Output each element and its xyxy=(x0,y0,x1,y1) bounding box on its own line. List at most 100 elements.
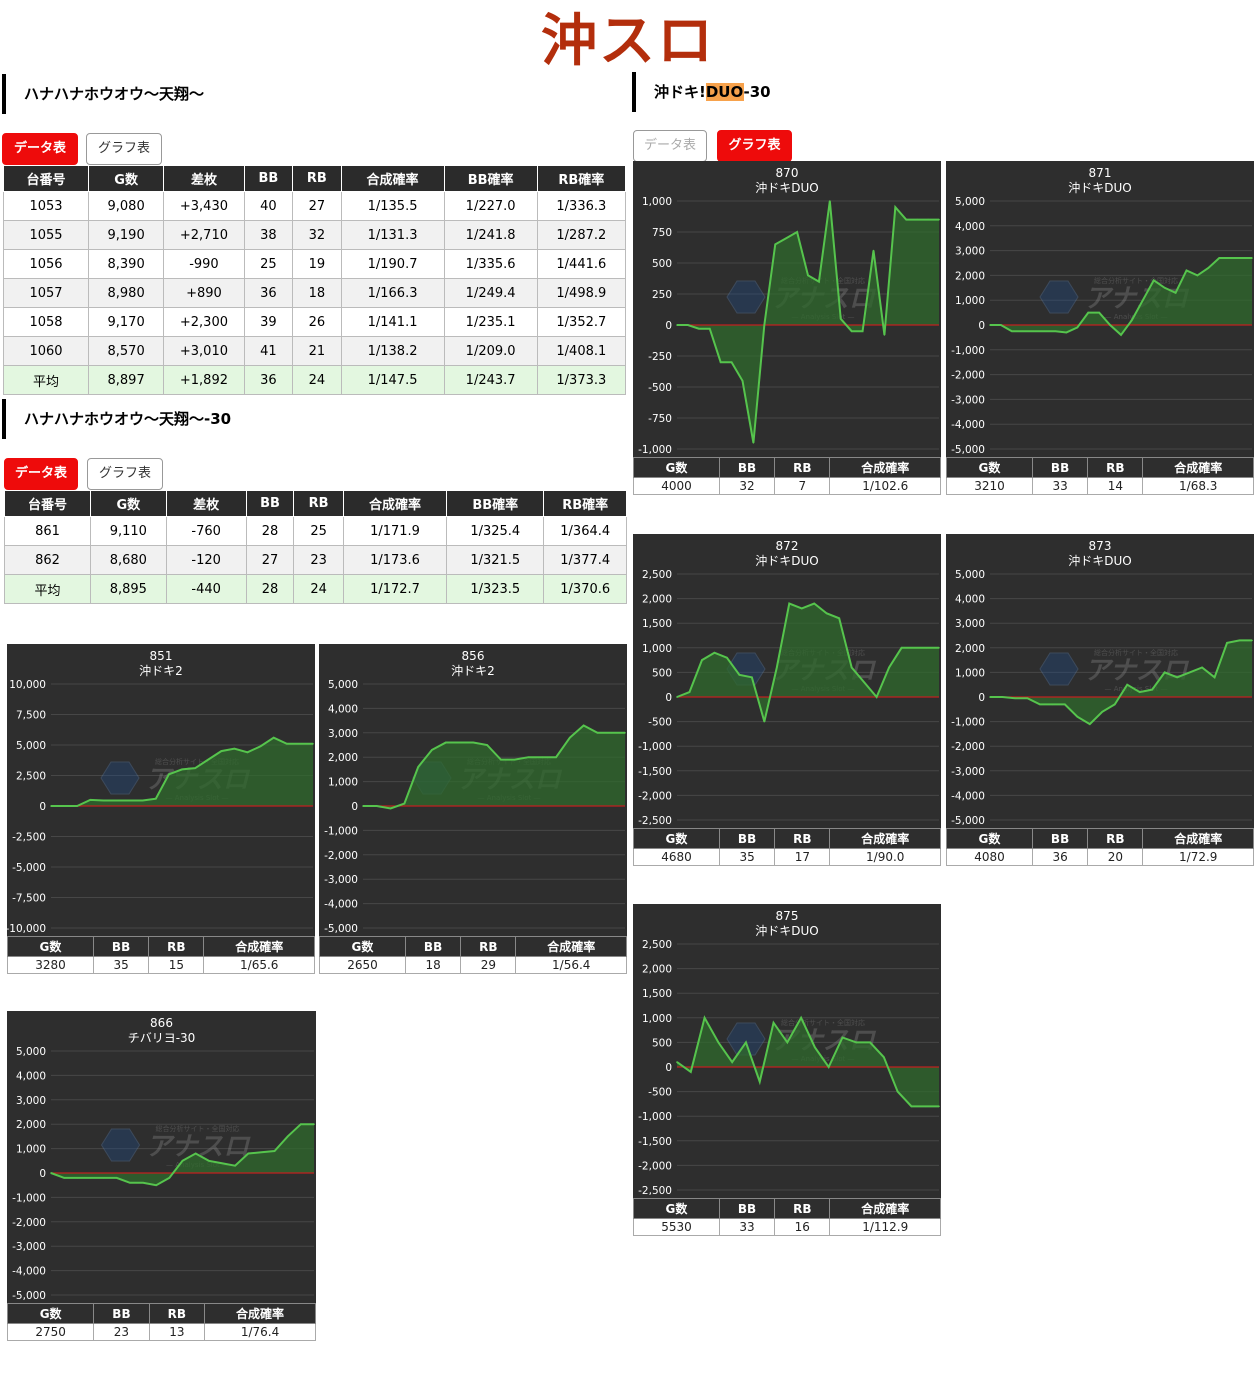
data-point xyxy=(676,324,678,326)
data-point xyxy=(827,1066,830,1068)
stats-value: 13 xyxy=(148,1323,206,1341)
data-point xyxy=(1226,642,1228,644)
chart-card-871: 871 沖ドキDUO 5,000 4,000 3,000 2,000 1,000 0 -1,00… xyxy=(946,161,1254,495)
stats-value: 7 xyxy=(774,477,831,495)
y-tick-label: 4,000 xyxy=(955,221,985,233)
data-point xyxy=(1201,666,1203,669)
chart-title-machine: 沖ドキDUO xyxy=(1068,181,1131,195)
data-point xyxy=(260,1151,263,1154)
y-tick-label: 3,000 xyxy=(955,246,985,258)
data-table-hanahana: 台番号 G数 差枚 BB RB 合成確率 BB確率 RB確率 1053 9,080 +3,430 40… xyxy=(3,165,627,395)
data-point xyxy=(989,696,991,698)
data-view-button[interactable]: データ表示 xyxy=(2,133,78,186)
data-point xyxy=(1174,291,1177,294)
data-point xyxy=(807,274,809,277)
data-point xyxy=(403,802,406,805)
table-cell: 32 xyxy=(292,220,342,250)
graph-view-button[interactable]: グラフ表示 xyxy=(87,458,163,511)
data-point xyxy=(300,1123,302,1125)
y-tick-label: -1,000 xyxy=(12,1192,46,1204)
table-row: 862 8,680 -120 27 23 1/173.6 1/321.5 1/377.4 xyxy=(3,545,627,575)
chart-stats-table: G数 BB RB 合成確率 5530 33 16 1/112.9 xyxy=(633,1198,941,1236)
data-point xyxy=(896,1090,899,1093)
stats-header: RB xyxy=(774,457,831,478)
table-cell: 1/352.7 xyxy=(536,307,627,337)
column-header: 台番号 xyxy=(3,490,92,517)
data-point xyxy=(1076,715,1079,718)
data-point xyxy=(458,741,461,744)
table-cell: 36 xyxy=(243,365,294,395)
data-point xyxy=(233,747,236,750)
y-tick-label: 5,000 xyxy=(955,569,985,581)
column-header: 合成確率 xyxy=(340,165,445,192)
data-point xyxy=(861,330,864,332)
data-point xyxy=(1064,703,1066,706)
y-tick-label: 0 xyxy=(665,320,672,332)
data-view-button[interactable]: データ表示 xyxy=(633,130,707,183)
stats-header: G数 xyxy=(946,828,1033,849)
data-point xyxy=(50,1172,52,1174)
y-tick-label: 2,500 xyxy=(642,569,672,581)
chart-stats-table: G数 BB RB 合成確率 2650 18 29 1/56.4 xyxy=(319,936,627,974)
chart-title-id: 856 xyxy=(462,649,485,663)
table-cell: 8,390 xyxy=(87,249,165,279)
data-point xyxy=(785,237,787,239)
section-title-hanahana-30: ハナハナホウオウ〜天翔〜-30 xyxy=(2,399,231,439)
series-area xyxy=(363,725,625,809)
series-line xyxy=(363,724,625,810)
data-point xyxy=(1021,330,1024,332)
table-cell: 19 xyxy=(292,249,342,279)
data-point xyxy=(938,1105,940,1108)
y-tick-label: -4,000 xyxy=(951,790,985,802)
y-tick-label: -2,500 xyxy=(638,815,672,827)
table-cell: 27 xyxy=(245,545,295,575)
y-tick-label: 750 xyxy=(652,227,672,239)
stats-value: 35 xyxy=(718,848,776,866)
data-point xyxy=(273,1150,276,1152)
data-point xyxy=(208,1160,210,1162)
table-cell: +890 xyxy=(163,278,245,308)
data-point xyxy=(1126,683,1129,686)
data-point xyxy=(168,773,170,776)
y-tick-label: -2,000 xyxy=(638,1160,672,1172)
stats-value: 32 xyxy=(718,477,776,495)
stats-value: 1/76.4 xyxy=(204,1323,316,1341)
stats-header: RB xyxy=(460,936,517,957)
data-view-button[interactable]: データ表示 xyxy=(4,458,78,511)
y-tick-label: 1,000 xyxy=(328,777,358,789)
table-cell: 8,897 xyxy=(87,365,165,395)
series-area xyxy=(51,1124,314,1186)
data-point xyxy=(129,1181,131,1184)
data-point xyxy=(1032,330,1035,332)
y-tick-label: 0 xyxy=(665,692,672,704)
data-point xyxy=(1076,326,1079,329)
title-highlight: DUO xyxy=(705,83,744,101)
table-cell: 1/323.5 xyxy=(446,574,545,604)
table-cell: 8,895 xyxy=(90,574,167,604)
table-row: 1056 8,390 -990 25 19 1/190.7 1/335.6 1/441.6 xyxy=(3,249,627,279)
data-point xyxy=(916,218,918,221)
table-cell: 9,170 xyxy=(87,307,165,337)
table-cell: 36 xyxy=(243,278,294,308)
data-point xyxy=(719,361,722,363)
data-point xyxy=(1065,331,1068,334)
data-point xyxy=(610,732,613,734)
data-point xyxy=(1051,703,1054,706)
data-point xyxy=(687,324,689,326)
svg-text:総合分析サイト・全国対応: 総合分析サイト・全国対応 xyxy=(156,1124,240,1133)
data-point xyxy=(375,805,378,807)
y-tick-label: 3,000 xyxy=(955,618,985,630)
table-cell: 40 xyxy=(243,191,294,221)
data-table-hanahana-30: 台番号 G数 差枚 BB RB 合成確率 BB確率 RB確率 861 9,110 -760 28 25 1… xyxy=(3,490,627,604)
data-point xyxy=(1196,274,1199,277)
stats-value: 2750 xyxy=(6,1323,95,1341)
graph-view-button[interactable]: グラフ表示 xyxy=(717,130,792,183)
y-tick-label: -3,000 xyxy=(951,394,985,406)
chart-title-machine: 沖ドキ2 xyxy=(139,664,183,678)
table-cell: 18 xyxy=(292,278,342,308)
graph-view-button[interactable]: グラフ表示 xyxy=(86,133,162,186)
table-cell: 1/241.8 xyxy=(443,220,538,250)
data-point xyxy=(758,1080,761,1083)
table-cell: 1/173.6 xyxy=(342,545,448,575)
